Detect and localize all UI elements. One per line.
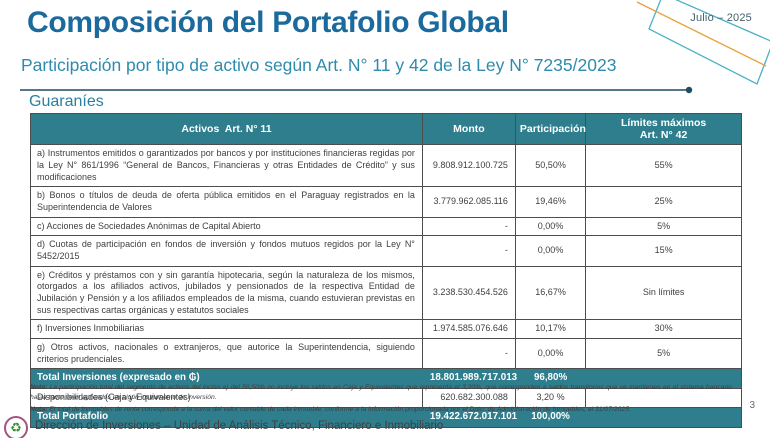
- slide-date: Julio – 2025: [690, 12, 752, 24]
- cell-lim: 5%: [586, 217, 741, 237]
- table-header: Activos Art. N° 11 Monto Participación Lími…: [31, 114, 741, 146]
- cell-part: 96,80%: [515, 369, 587, 390]
- cell-part: 16,67%: [515, 266, 587, 321]
- cell-label: c) Acciones de Sociedades Anónimas de Ca…: [31, 217, 423, 237]
- section-label: Guaraníes: [29, 93, 104, 110]
- cell-label: Total Portafolio: [31, 407, 423, 427]
- note-text: La participación total del segmento de a…: [30, 384, 732, 402]
- cell-label: b) Bonos o títulos de deuda de oferta pú…: [31, 187, 423, 218]
- cell-monto: 3.779.962.085.116: [422, 187, 516, 218]
- page-subtitle: Participación por tipo de activo según A…: [21, 55, 617, 75]
- table-row: Disponibilidades (Caja y Equivalentes) 62…: [31, 389, 741, 408]
- note-text: El total de Inmuebles de renta correspon…: [49, 406, 631, 414]
- table-row: d) Cuotas de participación en fondos de …: [31, 236, 741, 267]
- table-row: c) Acciones de Sociedades Anónimas de Ca…: [31, 217, 741, 237]
- cell-monto: 19.422.672.017.101: [422, 407, 517, 427]
- cell-lim: [586, 369, 741, 390]
- total-row: Total Portafolio 19.422.672.017.101 100,00…: [31, 407, 741, 427]
- cell-lim: 30%: [586, 320, 741, 340]
- page-number: 3: [749, 400, 755, 411]
- cell-lim: 15%: [586, 236, 741, 267]
- footer-text: Dirección de Inversiones – Unidad de Aná…: [35, 420, 444, 432]
- table-row: a) Instrumentos emitidos o garantizados …: [31, 145, 741, 188]
- cell-part: 10,17%: [515, 320, 587, 340]
- portfolio-table: Activos Art. N° 11 Monto Participación Lími…: [30, 113, 742, 428]
- column-header: Límites máximos Art. N° 42: [586, 114, 741, 146]
- org-logo-icon: ♻: [4, 416, 28, 438]
- cell-part: 19,46%: [515, 187, 587, 218]
- cell-part: 100,00%: [515, 407, 587, 427]
- note-label: Nota:: [30, 406, 50, 414]
- table-row: e) Créditos y préstamos con y sin garant…: [31, 266, 741, 321]
- header-row: Activos Art. N° 11 Monto Participación Lími…: [31, 114, 741, 146]
- table-row: f) Inversiones Inmobiliarias 1.974.585.07…: [31, 320, 741, 340]
- total-row: Total Inversiones (expresado en ₲) 18.801…: [31, 369, 741, 390]
- cell-lim: Sin límites: [586, 266, 741, 321]
- cell-monto: 3.238.530.454.526: [422, 266, 516, 321]
- cell-label: a) Instrumentos emitidos o garantizados …: [31, 145, 423, 188]
- cell-lim: 5%: [586, 339, 741, 370]
- cell-part: 50,50%: [515, 145, 587, 188]
- footer: ♻ Dirección de Inversiones – Unidad de A…: [4, 416, 770, 438]
- cell-monto: -: [422, 236, 516, 267]
- cell-monto: 18.801.989.717.013: [422, 369, 517, 390]
- cell-lim: [586, 389, 741, 408]
- cell-monto: 620.682.300.088: [422, 389, 516, 408]
- cell-label: f) Inversiones Inmobiliarias: [31, 320, 423, 340]
- cell-part: 0,00%: [515, 339, 587, 370]
- cell-label: Disponibilidades (Caja y Equivalentes): [31, 389, 423, 408]
- cell-monto: 1.974.585.076.646: [422, 320, 516, 340]
- cell-label: Total Inversiones (expresado en ₲): [31, 369, 423, 390]
- cell-lim: 55%: [586, 145, 741, 188]
- cell-monto: 9.808.912.100.725: [422, 145, 516, 188]
- cell-part: 0,00%: [515, 236, 587, 267]
- table-row: b) Bonos o títulos de deuda de oferta pú…: [31, 187, 741, 218]
- column-header: Participación: [515, 114, 587, 146]
- cell-part: 3,20 %: [515, 389, 587, 408]
- divider-dot: [685, 86, 693, 94]
- cell-label: e) Créditos y préstamos con y sin garant…: [31, 266, 423, 321]
- note: Nota: La participación total del segment…: [30, 383, 732, 403]
- cell-label: g) Otros activos, nacionales o extranjer…: [31, 339, 423, 370]
- note: Nota: El total de Inmuebles de renta cor…: [30, 405, 732, 415]
- table-row: g) Otros activos, nacionales o extranjer…: [31, 339, 741, 370]
- cell-lim: 25%: [586, 187, 741, 218]
- column-header: Activos Art. N° 11: [31, 114, 423, 146]
- page-title: Composición del Portafolio Global: [27, 6, 509, 39]
- column-header: Monto: [422, 114, 516, 146]
- cell-monto: -: [422, 217, 516, 237]
- cell-part: 0,00%: [515, 217, 587, 237]
- table-body: a) Instrumentos emitidos o garantizados …: [31, 145, 741, 427]
- cell-lim: [586, 407, 741, 427]
- notes-section: Nota: La participación total del segment…: [30, 383, 732, 418]
- cell-monto: -: [422, 339, 516, 370]
- cell-label: d) Cuotas de participación en fondos de …: [31, 236, 423, 267]
- note-label: Nota:: [30, 384, 50, 391]
